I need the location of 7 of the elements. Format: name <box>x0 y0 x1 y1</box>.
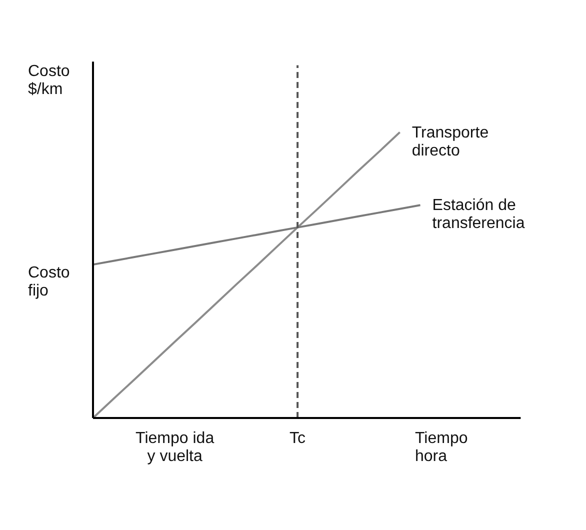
series-label: Estación de transferencia <box>432 197 525 232</box>
x-axis-title: Tiempo hora <box>415 430 468 465</box>
text: Costo fijo <box>28 264 70 300</box>
x-tick-label: Tiempo ida y vuelta <box>136 430 214 465</box>
series-label: Transporte directo <box>412 124 489 160</box>
y-axis-title: Costo $/km <box>28 63 70 98</box>
x-tick-label: Tc <box>290 430 306 447</box>
